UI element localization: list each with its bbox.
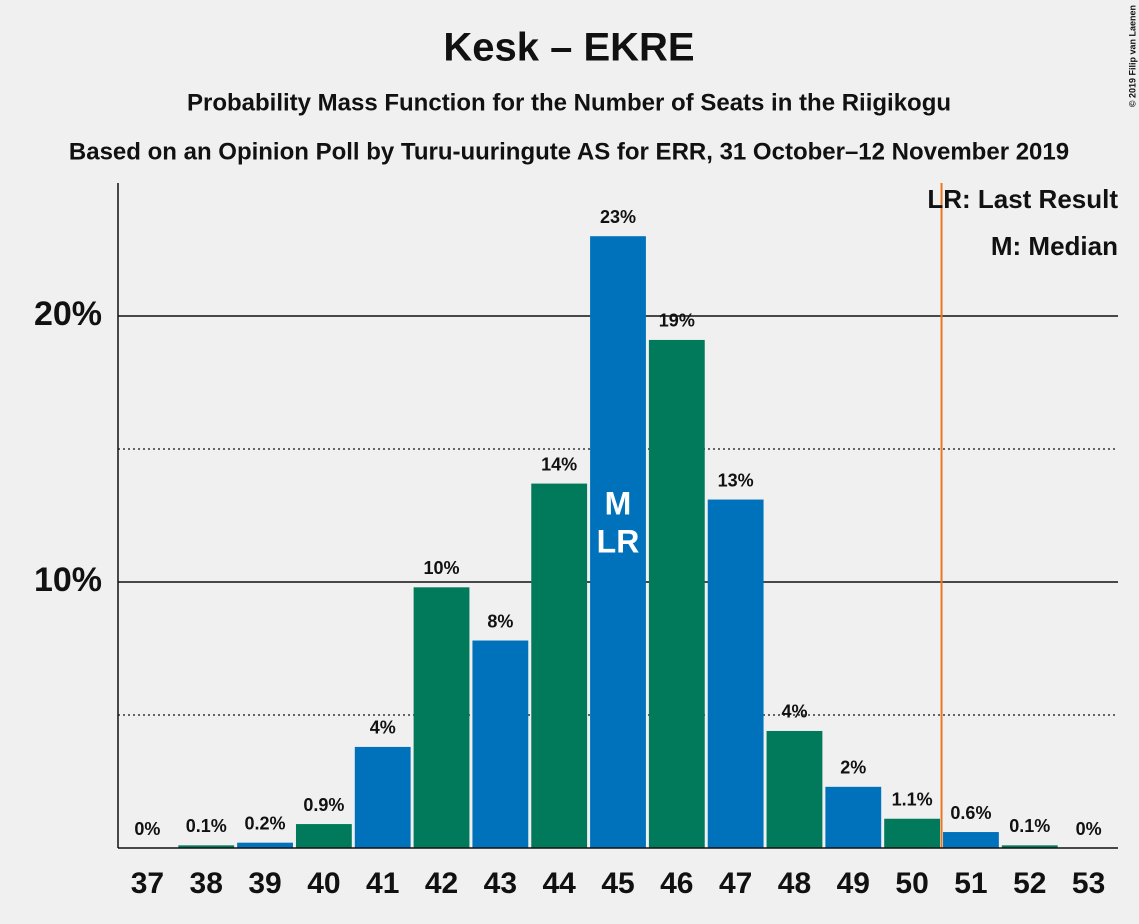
x-tick-label: 49 xyxy=(837,867,870,900)
value-label: 0.2% xyxy=(245,813,286,833)
value-label: 2% xyxy=(840,758,866,778)
bar xyxy=(943,832,999,848)
bar xyxy=(590,236,646,848)
x-tick-label: 48 xyxy=(778,867,811,900)
value-label: 14% xyxy=(541,454,577,474)
y-tick-label: 20% xyxy=(34,295,102,333)
marker-label: M xyxy=(605,486,632,522)
x-tick-label: 40 xyxy=(307,867,340,900)
x-tick-label: 52 xyxy=(1013,867,1046,900)
bar xyxy=(1001,845,1058,848)
bar xyxy=(354,746,411,848)
x-tick-label: 43 xyxy=(484,867,517,900)
x-tick-label: 46 xyxy=(660,867,693,900)
bar xyxy=(531,483,588,848)
bar xyxy=(413,587,470,848)
chart-title: Kesk – EKRE xyxy=(443,26,694,70)
x-tick-label: 53 xyxy=(1072,867,1105,900)
copyright: © 2019 Filip van Laenen xyxy=(1127,5,1137,107)
y-tick-label: 10% xyxy=(34,561,102,599)
value-label: 4% xyxy=(370,718,396,738)
chart-subtitle: Probability Mass Function for the Number… xyxy=(187,89,951,116)
value-label: 0.9% xyxy=(303,795,344,815)
x-tick-label: 45 xyxy=(601,867,634,900)
value-label: 0.1% xyxy=(1009,816,1050,836)
bar xyxy=(766,730,823,848)
marker-label: LR xyxy=(597,524,640,560)
x-tick-label: 47 xyxy=(719,867,752,900)
value-label: 8% xyxy=(487,611,513,631)
bar xyxy=(648,339,705,848)
x-tick-label: 37 xyxy=(131,867,164,900)
x-tick-label: 44 xyxy=(542,867,576,900)
x-tick-label: 42 xyxy=(425,867,458,900)
x-tick-label: 41 xyxy=(366,867,399,900)
value-label: 0% xyxy=(1076,819,1102,839)
value-label: 10% xyxy=(424,558,460,578)
chart-subtitle: Based on an Opinion Poll by Turu-uuringu… xyxy=(69,138,1069,165)
bar xyxy=(237,842,293,848)
value-label: 0% xyxy=(134,819,160,839)
legend-entry: LR: Last Result xyxy=(927,184,1118,214)
bar xyxy=(472,640,529,848)
bar xyxy=(884,818,941,848)
value-label: 4% xyxy=(781,702,807,722)
x-tick-label: 50 xyxy=(895,867,928,900)
value-label: 13% xyxy=(718,470,754,490)
x-tick-label: 51 xyxy=(954,867,987,900)
value-label: 19% xyxy=(659,311,695,331)
bar xyxy=(707,499,764,848)
value-label: 1.1% xyxy=(892,789,933,809)
legend-entry: M: Median xyxy=(991,231,1118,261)
value-label: 0.1% xyxy=(186,816,227,836)
value-label: 23% xyxy=(600,207,636,227)
bar xyxy=(295,824,352,848)
x-tick-label: 39 xyxy=(248,867,281,900)
bar xyxy=(178,845,235,848)
value-label: 0.6% xyxy=(950,803,991,823)
bar xyxy=(825,786,882,848)
x-tick-label: 38 xyxy=(190,867,223,900)
